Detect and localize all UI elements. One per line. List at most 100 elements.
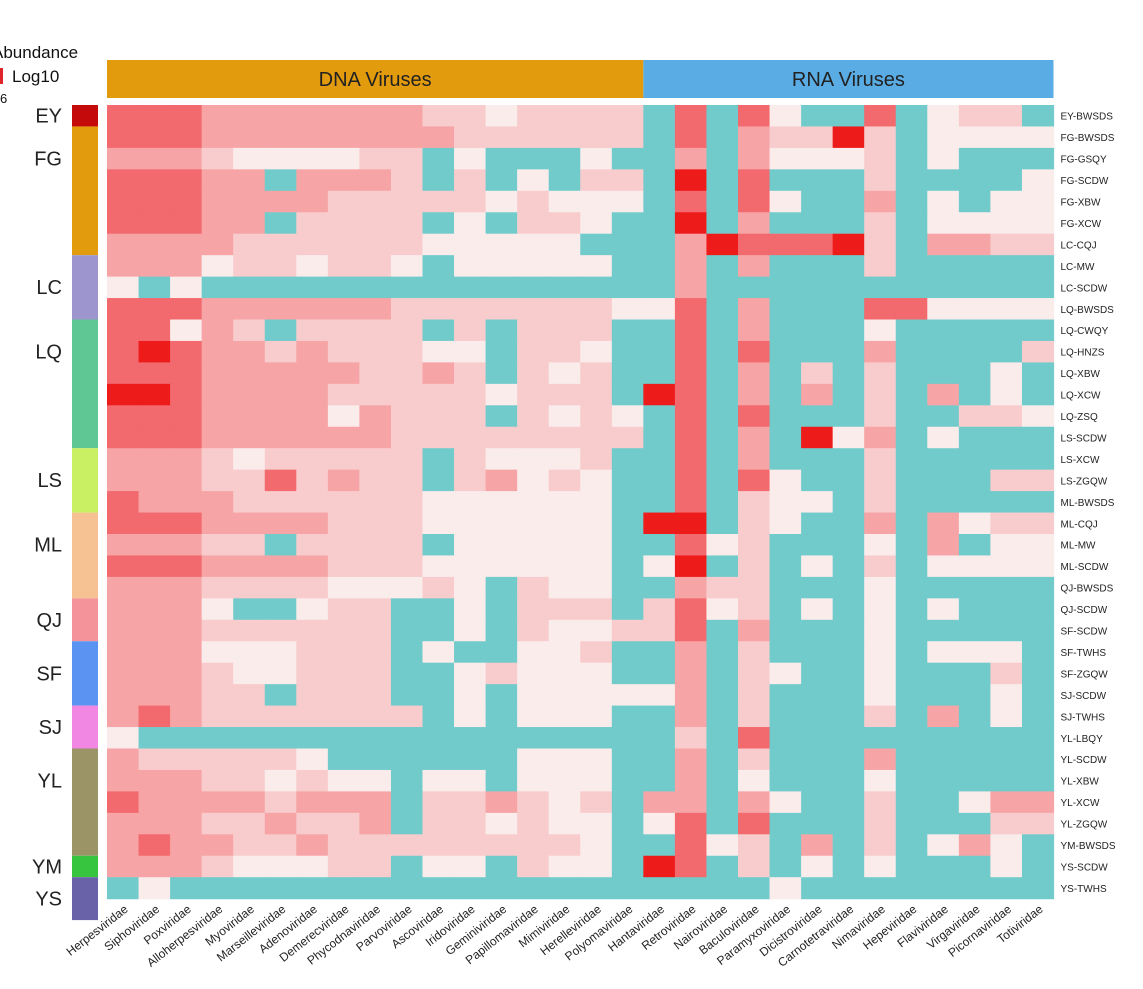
heatmap-cell-FG-SCDW-Demerecviridae: [327, 169, 360, 192]
heatmap-cell-SF-TWHS-Nairoviridae: [706, 641, 739, 664]
heatmap-cell-YL-SCDW-Geminiviridae: [485, 748, 518, 771]
heatmap-cell-ML-CQJ-Flaviviridae: [927, 512, 960, 535]
heatmap-cell-LS-SCDW-Alloherpesviridae: [201, 426, 234, 449]
heatmap-cell-LC-SCDW-Flaviviridae: [927, 276, 960, 299]
heatmap-cell-YS-SCDW-Retroviridae: [674, 855, 708, 878]
heatmap-cell-FG-XBW-Myoviridae: [233, 190, 266, 213]
heatmap-cell-FG-XBW-Demerecviridae: [327, 190, 360, 213]
heatmap-cell-YS-TWHS-Herpesviridae: [107, 877, 140, 900]
heatmap-cell-YL-XCW-Nairoviridae: [706, 791, 739, 814]
heatmap-cell-YM-BWSDS-Adenoviridae: [296, 834, 329, 857]
heatmap-cell-ML-SCDW-Picornaviridae: [990, 555, 1023, 578]
heatmap-cell-LQ-HNZS-Alloherpesviridae: [201, 340, 234, 363]
heatmap-cell-QJ-BWSDS-Totiviridae: [1021, 576, 1055, 599]
heatmap-cell-YM-BWSDS-Iridoviridae: [454, 834, 487, 857]
row-label-ey-bwsds: EY-BWSDS: [1061, 112, 1114, 123]
heatmap-cell-LS-SCDW-Retroviridae: [674, 426, 708, 449]
heatmap-cell-FG-XCW-Hantaviridae: [643, 212, 676, 235]
left-group-block-fg: [72, 126, 98, 256]
heatmap-cell-YL-LBQY-Herelleviridae: [580, 727, 613, 750]
heatmap-cell-FG-GSQY-Polyomaviridae: [611, 147, 644, 170]
heatmap-cell-LC-SCDW-Alloherpesviridae: [201, 276, 234, 299]
heatmap-cell-ML-BWSDS-Hantaviridae: [643, 491, 676, 514]
heatmap-cell-LS-ZGQW-Papillomaviridae: [517, 469, 550, 492]
heatmap-cell-SJ-TWHS-Virgaviridae: [958, 705, 991, 728]
heatmap-cell-LQ-CWQY-Hantaviridae: [643, 319, 676, 342]
heatmap-cell-ML-BWSDS-Marseilleviridae: [264, 491, 297, 514]
heatmap-cell-FG-SCDW-Iridoviridae: [454, 169, 487, 192]
heatmap-cell-ML-SCDW-Demerecviridae: [327, 555, 360, 578]
heatmap-cell-QJ-SCDW-Paramyxoviridae: [769, 598, 802, 621]
heatmap-cell-SJ-SCDW-Demerecviridae: [327, 684, 360, 707]
heatmap-cell-SF-TWHS-Geminiviridae: [485, 641, 518, 664]
heatmap-cell-YL-ZGQW-Paramyxoviridae: [769, 812, 802, 835]
heatmap-cell-SJ-SCDW-Dicistroviridae: [801, 684, 834, 707]
heatmap-cell-FG-SCDW-Paramyxoviridae: [769, 169, 802, 192]
heatmap-cell-SJ-TWHS-Nairoviridae: [706, 705, 739, 728]
heatmap-cell-SF-TWHS-Parvoviridae: [390, 641, 424, 664]
heatmap-cell-QJ-SCDW-Myoviridae: [233, 598, 266, 621]
top-group-label-dna-viruses: DNA Viruses: [319, 69, 432, 91]
heatmap-cell-FG-BWSDS-Flaviviridae: [927, 126, 960, 149]
heatmap-cell-FG-XCW-Picornaviridae: [990, 212, 1023, 235]
heatmap-cell-QJ-SCDW-Carnotetraviridae: [832, 598, 865, 621]
heatmap-cell-ML-MW-Hepeviridae: [895, 534, 928, 557]
heatmap-cell-ML-MW-Picornaviridae: [990, 534, 1023, 557]
heatmap-cell-SF-ZGQW-Polyomaviridae: [611, 662, 644, 685]
heatmap-cell-ML-SCDW-Papillomaviridae: [517, 555, 550, 578]
row-label-ls-zgqw: LS-ZGQW: [1061, 476, 1108, 487]
heatmap-cell-SF-ZGQW-Iridoviridae: [454, 662, 487, 685]
heatmap-cell-YL-XCW-Phycodnaviridae: [359, 791, 392, 814]
heatmap-cell-QJ-BWSDS-Siphoviridae: [138, 576, 171, 599]
heatmap-cell-FG-GSQY-Alloherpesviridae: [201, 147, 234, 170]
heatmap-cell-LQ-CWQY-Alloherpesviridae: [201, 319, 234, 342]
heatmap-cell-QJ-BWSDS-Polyomaviridae: [611, 576, 644, 599]
heatmap-cell-LC-MW-Phycodnaviridae: [359, 255, 392, 278]
heatmap-cell-YL-LBQY-Baculoviridae: [738, 727, 771, 750]
heatmap-cell-LS-ZGQW-Siphoviridae: [138, 469, 171, 492]
heatmap-cell-LC-SCDW-Nairoviridae: [706, 276, 739, 299]
heatmap-cell-LQ-CWQY-Herelleviridae: [580, 319, 613, 342]
heatmap-cell-QJ-BWSDS-Hantaviridae: [643, 576, 676, 599]
heatmap-cell-LS-XCW-Nairoviridae: [706, 448, 739, 471]
heatmap-cell-YM-BWSDS-Hantaviridae: [643, 834, 676, 857]
heatmap-cell-LQ-HNZS-Herpesviridae: [107, 340, 140, 363]
heatmap-cell-QJ-BWSDS-Dicistroviridae: [801, 576, 834, 599]
heatmap-cell-LC-CQJ-Picornaviridae: [990, 233, 1023, 256]
heatmap-cell-SJ-TWHS-Marseilleviridae: [264, 705, 297, 728]
heatmap-cell-LS-ZGQW-Hepeviridae: [895, 469, 928, 492]
heatmap-cell-ML-MW-Parvoviridae: [390, 534, 424, 557]
row-label-ys-twhs: YS-TWHS: [1061, 884, 1107, 895]
left-group-label-ym: YM: [32, 856, 62, 878]
heatmap-cell-LS-XCW-Ascoviridae: [422, 448, 455, 471]
heatmap-cell-LQ-XCW-Baculoviridae: [738, 383, 771, 406]
heatmap-cell-LS-XCW-Dicistroviridae: [801, 448, 834, 471]
heatmap-cell-LQ-BWSDS-Myoviridae: [233, 298, 266, 321]
heatmap-cell-YS-TWHS-Siphoviridae: [138, 877, 171, 900]
heatmap-cell-LS-SCDW-Phycodnaviridae: [359, 426, 392, 449]
heatmap-cell-FG-GSQY-Dicistroviridae: [801, 147, 834, 170]
heatmap-cell-LS-XCW-Totiviridae: [1021, 448, 1055, 471]
heatmap-cell-YS-SCDW-Totiviridae: [1021, 855, 1055, 878]
heatmap-cell-ML-CQJ-Baculoviridae: [738, 512, 771, 535]
heatmap-cell-ML-SCDW-Nairoviridae: [706, 555, 739, 578]
heatmap-cell-LS-ZGQW-Parvoviridae: [390, 469, 424, 492]
heatmap-cell-LQ-BWSDS-Alloherpesviridae: [201, 298, 234, 321]
heatmap-cell-FG-GSQY-Hepeviridae: [895, 147, 928, 170]
row-label-ls-xcw: LS-XCW: [1061, 455, 1100, 466]
heatmap-cell-LQ-BWSDS-Picornaviridae: [990, 298, 1023, 321]
heatmap-cell-ML-MW-Herpesviridae: [107, 534, 140, 557]
heatmap-cell-LC-CQJ-Paramyxoviridae: [769, 233, 802, 256]
heatmap-cell-YL-LBQY-Flaviviridae: [927, 727, 960, 750]
heatmap-cell-YL-XCW-Flaviviridae: [927, 791, 960, 814]
heatmap-cell-SF-ZGQW-Herelleviridae: [580, 662, 613, 685]
heatmap-cell-ML-MW-Flaviviridae: [927, 534, 960, 557]
heatmap-cell-SF-TWHS-Iridoviridae: [454, 641, 487, 664]
heatmap-cell-LQ-ZSQ-Demerecviridae: [327, 405, 360, 428]
heatmap-cell-ML-CQJ-Marseilleviridae: [264, 512, 297, 535]
heatmap-cell-FG-XBW-Geminiviridae: [485, 190, 518, 213]
heatmap-cell-LS-SCDW-Marseilleviridae: [264, 426, 297, 449]
heatmap-cell-LQ-CWQY-Parvoviridae: [390, 319, 424, 342]
heatmap-cell-LS-SCDW-Herelleviridae: [580, 426, 613, 449]
heatmap-cell-YL-ZGQW-Papillomaviridae: [517, 812, 550, 835]
